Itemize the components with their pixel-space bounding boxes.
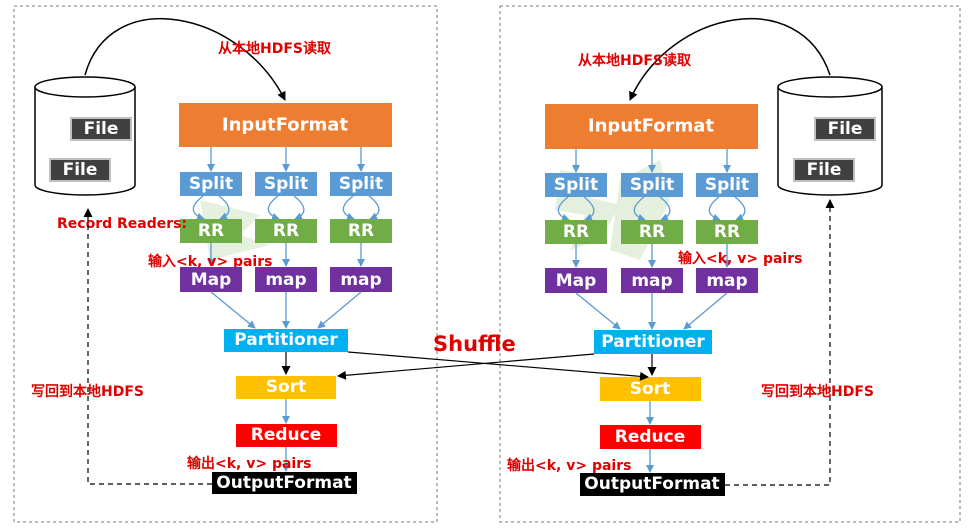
left-partitioner-label: Partitioner (234, 330, 338, 350)
left-map-label-2: map (265, 270, 306, 290)
left-rr-box-1 (180, 219, 242, 243)
shuffle-arrows (281, 351, 657, 381)
right-split-box-2 (621, 173, 683, 197)
left-file-label-1: File (84, 119, 119, 139)
left-map-box-3 (330, 267, 392, 292)
right-write-back-label: 写回到本地HDFS (761, 383, 874, 400)
right-rr-box-2 (621, 220, 683, 244)
left-map-partitioner-arrows (210, 291, 362, 329)
right-rr-box-1 (545, 220, 607, 244)
left-file-label-2: File (63, 160, 98, 180)
right-split-box-3 (696, 173, 758, 197)
left-read-arrow (84, 17, 286, 101)
right-file-label-1: File (828, 119, 863, 139)
right-sort-label: Sort (630, 379, 670, 399)
right-panel (499, 5, 961, 523)
right-map-partitioner-arrows (575, 292, 728, 330)
left-partitioner-box (224, 329, 348, 352)
right-sort-box (600, 377, 701, 401)
right-map-label-1: Map (556, 271, 597, 291)
right-reduce-label: Reduce (615, 427, 686, 447)
right-file-label-2: File (807, 160, 842, 180)
right-rr-map-arrows (572, 244, 731, 268)
left-record-readers-label: Record Readers: (57, 216, 187, 232)
right-rr-box-3 (696, 220, 758, 244)
left-split-label-3: Split (339, 174, 383, 194)
left-panel (13, 5, 438, 523)
left-sort-label: Sort (266, 377, 306, 397)
left-split-label-1: Split (189, 174, 233, 194)
right-map-box-2 (621, 268, 683, 293)
right-outputformat-box (580, 473, 725, 496)
left-file-box-1 (70, 117, 132, 141)
right-read-arrow (629, 17, 831, 101)
right-read-label: 从本地HDFS读取 (578, 52, 692, 69)
left-sort-box (236, 376, 336, 399)
right-split-label-2: Split (630, 175, 674, 195)
right-input-arrows (572, 149, 731, 173)
left-read-label: 从本地HDFS读取 (218, 40, 332, 57)
right-map-box-3 (696, 268, 758, 293)
right-partitioner-label: Partitioner (601, 332, 705, 352)
left-split-label-2: Split (264, 174, 308, 194)
left-file-box-2 (49, 158, 111, 182)
left-split-box-3 (330, 172, 392, 196)
left-rr-box-2 (255, 219, 317, 243)
right-map-label-2: map (631, 271, 672, 291)
right-inputformat-box (545, 104, 758, 149)
shuffle-label: Shuffle (433, 332, 516, 356)
left-split-box-2 (255, 172, 317, 196)
left-map-label-1: Map (191, 270, 232, 290)
left-write-back-label: 写回到本地HDFS (31, 383, 144, 400)
left-inputformat-box (179, 103, 392, 147)
right-file-box-1 (814, 117, 876, 141)
right-inputformat-label: InputFormat (588, 116, 715, 137)
left-input-arrows (207, 147, 365, 172)
left-rr-box-3 (330, 219, 392, 243)
right-rr-label-1: RR (563, 222, 589, 242)
left-split-box-1 (180, 172, 242, 196)
left-reduce-box (236, 424, 337, 447)
left-input-pairs-label: 输入<k, v> pairs (148, 253, 272, 270)
left-rr-label-1: RR (198, 221, 224, 241)
left-map-box-1 (180, 267, 242, 292)
left-outputformat-label: OutputFormat (216, 473, 351, 493)
right-partitioner-box (594, 330, 712, 354)
left-rr-map-arrows (207, 243, 365, 267)
right-output-pairs-label: 输出<k, v> pairs (507, 457, 631, 474)
right-map-label-3: map (706, 271, 747, 291)
right-split-label-1: Split (554, 175, 598, 195)
left-map-box-2 (255, 267, 317, 292)
left-split-rr-arrows (192, 195, 380, 221)
right-split-label-3: Split (705, 175, 749, 195)
right-reduce-box (600, 425, 701, 449)
right-outputformat-label: OutputFormat (584, 474, 719, 494)
left-rr-label-2: RR (273, 221, 299, 241)
right-file-box-2 (793, 158, 855, 182)
right-map-box-1 (545, 268, 607, 293)
left-write-back-arrow (83, 208, 212, 485)
right-rr-label-3: RR (714, 222, 740, 242)
left-reduce-label: Reduce (251, 425, 322, 445)
left-map-label-3: map (340, 270, 381, 290)
left-inputformat-label: InputFormat (222, 115, 349, 136)
left-output-pairs-label: 输出<k, v> pairs (187, 455, 311, 472)
right-split-rr-arrows (557, 196, 746, 222)
left-rr-label-3: RR (348, 221, 374, 241)
right-input-pairs-label: 输入<k, v> pairs (678, 250, 802, 267)
right-rr-label-2: RR (639, 222, 665, 242)
left-outputformat-box (212, 472, 357, 494)
right-split-box-1 (545, 173, 607, 197)
